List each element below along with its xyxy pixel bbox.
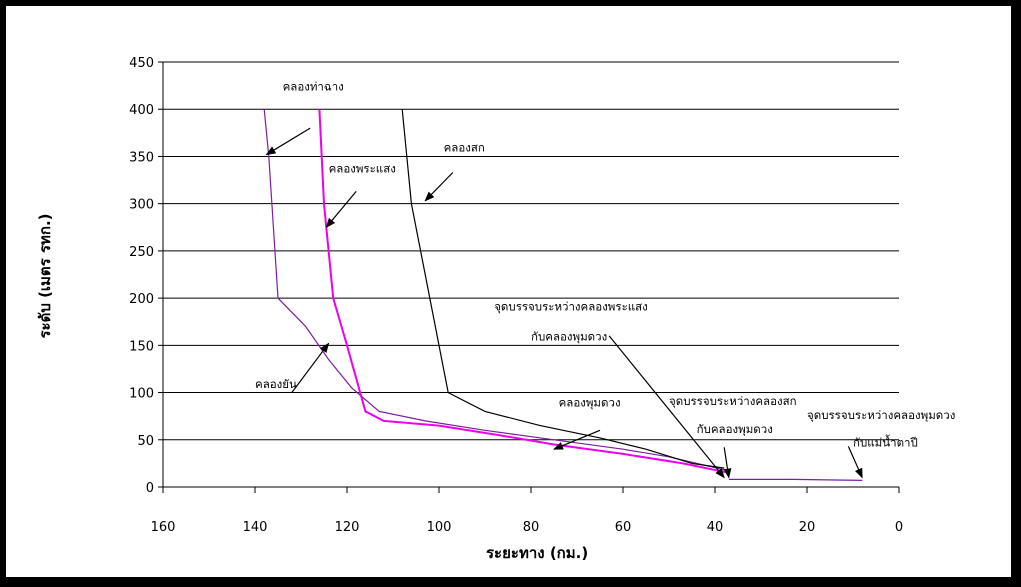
annotation-arrow-6	[608, 335, 725, 479]
x-tick-label: 20	[799, 520, 816, 535]
series-line-4	[728, 478, 863, 481]
y-tick-label: 450	[129, 56, 154, 71]
y-tick-label: 300	[129, 198, 154, 213]
annotation-arrow-4	[291, 342, 330, 393]
annotation-arrow-7	[723, 447, 732, 479]
annot-junction1: จุดบรรจบระหว่างคลองพระแสง	[494, 299, 648, 313]
x-tick-label: 40	[707, 520, 724, 535]
y-tick-label: 350	[129, 150, 154, 165]
series-line-3	[401, 109, 725, 469]
x-tick-label: 120	[335, 520, 360, 535]
y-tick-label: 400	[129, 103, 154, 118]
annot-phumduang: คลองพุมดวง	[559, 396, 621, 410]
y-axis-label: ระดับ (เมตร รทก.)	[36, 213, 54, 338]
gridlines	[163, 61, 899, 441]
y-tick-label: 250	[129, 245, 154, 260]
x-tick-label: 100	[427, 520, 452, 535]
annotation-arrow-5	[553, 429, 601, 450]
annot-yan: คลองยัน	[255, 377, 297, 391]
annot-junction1-line2: กับคลองพุมดวง	[531, 330, 607, 344]
y-tick-label: 200	[129, 292, 154, 307]
y-tick-label: 0	[146, 481, 154, 496]
annot-thachang: คลองท่าฉาง	[283, 79, 344, 93]
x-tick-label: 140	[243, 520, 268, 535]
series-line-2	[318, 109, 730, 474]
annot-junction3: จุดบรรจบระหว่างคลองพุมดวง	[807, 408, 955, 422]
annotation-arrow-8	[847, 446, 863, 479]
annotation-arrow-1	[265, 127, 311, 156]
series-line-1	[263, 109, 729, 472]
annot-junction3-line2: กับแม่น้ำตาปี	[853, 434, 918, 449]
annot-phrasaeng: คลองพระแสง	[329, 162, 396, 176]
annot-junction2-line2: กับคลองพุมดวง	[697, 422, 773, 436]
annotation-arrow-3	[424, 172, 454, 202]
axes	[158, 61, 900, 493]
x-axis-label: ระยะทาง (กม.)	[486, 544, 588, 562]
chart-frame: 0 50 100 150 200 250 300 350 400 450 160 140 120 100 8…	[6, 6, 1011, 577]
x-tick-label: 160	[151, 520, 176, 535]
y-tick-label: 150	[129, 339, 154, 354]
annotation-arrow-2	[325, 191, 357, 229]
annot-junction2: จุดบรรจบระหว่างคลองสก	[669, 394, 797, 408]
y-tick-label: 50	[137, 434, 154, 449]
series-lines	[263, 109, 863, 481]
annot-sok: คลองสก	[444, 141, 485, 155]
y-tick-label: 100	[129, 387, 154, 402]
x-tick-label: 0	[895, 520, 903, 535]
x-tick-label: 80	[523, 520, 540, 535]
x-tick-label: 60	[615, 520, 632, 535]
